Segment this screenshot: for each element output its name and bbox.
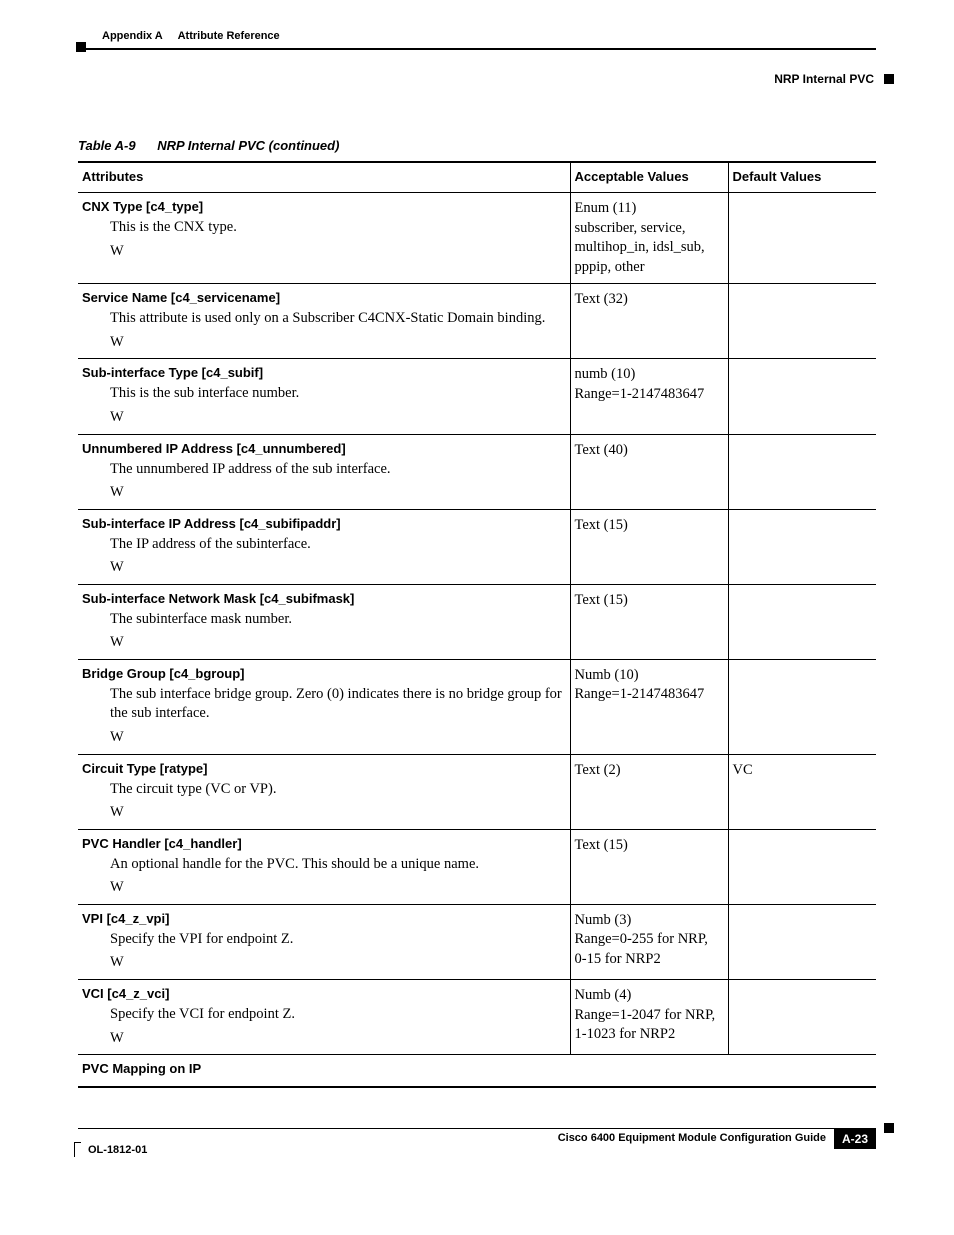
table-row: VPI [c4_z_vpi] Specify the VPI for endpoi… — [78, 904, 876, 979]
cell-attribute: CNX Type [c4_type] This is the CNX type. W — [78, 193, 570, 284]
cell-attribute: Bridge Group [c4_bgroup] The sub interfac… — [78, 659, 570, 754]
attr-title: VPI [c4_z_vpi] — [82, 911, 566, 926]
table-number: Table A-9 — [78, 138, 136, 153]
appendix-label: Appendix A — [102, 30, 163, 42]
cell-attribute: Service Name [c4_servicename] This attrib… — [78, 284, 570, 359]
table-row: Sub-interface Type [c4_subif] This is the… — [78, 359, 876, 434]
cell-attribute: PVC Mapping on IP — [78, 1055, 876, 1088]
footer-rule — [78, 1128, 876, 1129]
doc-title: Cisco 6400 Equipment Module Configuratio… — [147, 1132, 826, 1144]
col-attributes: Attributes — [78, 162, 570, 193]
attr-flag: W — [110, 728, 566, 748]
table-row: PVC Mapping on IP — [78, 1055, 876, 1088]
cell-attribute: Sub-interface Type [c4_subif] This is the… — [78, 359, 570, 434]
cell-attribute: Sub-interface Network Mask [c4_subifmask… — [78, 584, 570, 659]
cell-attribute: VCI [c4_z_vci] Specify the VCI for endpoi… — [78, 979, 570, 1054]
cell-values: Text (32) — [570, 284, 728, 359]
attr-flag: W — [110, 803, 566, 823]
attr-title: PVC Handler [c4_handler] — [82, 836, 566, 851]
attr-desc: The sub interface bridge group. Zero (0)… — [110, 685, 566, 724]
col-values: Acceptable Values — [570, 162, 728, 193]
attr-title: VCI [c4_z_vci] — [82, 986, 566, 1001]
cell-default — [728, 359, 876, 434]
attr-title: Bridge Group [c4_bgroup] — [82, 666, 566, 681]
cell-attribute: Circuit Type [ratype] The circuit type (V… — [78, 754, 570, 829]
attr-desc: The subinterface mask number. — [110, 610, 566, 630]
cell-default: VC — [728, 754, 876, 829]
attr-desc: The unnumbered IP address of the sub int… — [110, 460, 566, 480]
attr-flag: W — [110, 558, 566, 578]
attr-title: PVC Mapping on IP — [82, 1061, 872, 1076]
attr-title: Service Name [c4_servicename] — [82, 290, 566, 305]
table-row: PVC Handler [c4_handler] An optional hand… — [78, 829, 876, 904]
cell-values: Text (2) — [570, 754, 728, 829]
attr-desc: An optional handle for the PVC. This sho… — [110, 855, 566, 875]
table-row: Sub-interface IP Address [c4_subifipaddr… — [78, 509, 876, 584]
attr-desc: Specify the VCI for endpoint Z. — [110, 1005, 566, 1025]
attr-flag: W — [110, 953, 566, 973]
attr-title: Unnumbered IP Address [c4_unnumbered] — [82, 441, 566, 456]
cell-default — [728, 979, 876, 1054]
cell-values: Numb (4) Range=1-2047 for NRP, 1-1023 fo… — [570, 979, 728, 1054]
col-defaults: Default Values — [728, 162, 876, 193]
doc-id: OL-1812-01 — [78, 1144, 147, 1156]
page-footer: OL-1812-01 Cisco 6400 Equipment Module C… — [78, 1128, 876, 1149]
cell-values: Numb (3) Range=0-255 for NRP, 0-15 for N… — [570, 904, 728, 979]
cell-default — [728, 434, 876, 509]
cell-default — [728, 584, 876, 659]
cell-attribute: Sub-interface IP Address [c4_subifipaddr… — [78, 509, 570, 584]
header-left: Appendix A Attribute Reference — [102, 30, 280, 42]
attr-title: Sub-interface Type [c4_subif] — [82, 365, 566, 380]
attr-flag: W — [110, 878, 566, 898]
appendix-title: Attribute Reference — [178, 30, 280, 42]
attr-desc: This attribute is used only on a Subscri… — [110, 309, 566, 329]
cell-default — [728, 193, 876, 284]
cell-default — [728, 904, 876, 979]
attributes-table: Attributes Acceptable Values Default Val… — [78, 161, 876, 1088]
attr-desc: Specify the VPI for endpoint Z. — [110, 930, 566, 950]
attr-title: Circuit Type [ratype] — [82, 761, 566, 776]
attr-title: CNX Type [c4_type] — [82, 199, 566, 214]
table-row: Circuit Type [ratype] The circuit type (V… — [78, 754, 876, 829]
table-row: CNX Type [c4_type] This is the CNX type. W… — [78, 193, 876, 284]
attr-flag: W — [110, 242, 566, 262]
attr-flag: W — [110, 408, 566, 428]
table-row: VCI [c4_z_vci] Specify the VCI for endpoi… — [78, 979, 876, 1054]
cell-default — [728, 659, 876, 754]
table-header-row: Attributes Acceptable Values Default Val… — [78, 162, 876, 193]
page-number: A-23 — [834, 1129, 876, 1149]
table-row: Unnumbered IP Address [c4_unnumbered] The… — [78, 434, 876, 509]
attr-desc: This is the CNX type. — [110, 218, 566, 238]
cell-values: Text (15) — [570, 829, 728, 904]
attr-flag: W — [110, 1029, 566, 1049]
running-header: Appendix A Attribute Reference — [78, 30, 876, 48]
section-header: NRP Internal PVC — [78, 52, 876, 86]
cell-values: Enum (11) subscriber, service, multihop_… — [570, 193, 728, 284]
cell-values: Numb (10) Range=1-2147483647 — [570, 659, 728, 754]
table-caption: Table A-9 NRP Internal PVC (continued) — [78, 138, 876, 153]
cell-default — [728, 829, 876, 904]
table-row: Service Name [c4_servicename] This attrib… — [78, 284, 876, 359]
attr-flag: W — [110, 633, 566, 653]
cell-default — [728, 284, 876, 359]
table-title: NRP Internal PVC (continued) — [157, 138, 339, 153]
table-row: Bridge Group [c4_bgroup] The sub interfac… — [78, 659, 876, 754]
attr-desc: The circuit type (VC or VP). — [110, 780, 566, 800]
cell-values: Text (40) — [570, 434, 728, 509]
header-rule — [78, 48, 876, 50]
attr-flag: W — [110, 483, 566, 503]
cell-values: Text (15) — [570, 509, 728, 584]
cell-attribute: VPI [c4_z_vpi] Specify the VPI for endpoi… — [78, 904, 570, 979]
attr-desc: The IP address of the subinterface. — [110, 535, 566, 555]
cell-values: numb (10) Range=1-2147483647 — [570, 359, 728, 434]
attr-flag: W — [110, 333, 566, 353]
cell-attribute: PVC Handler [c4_handler] An optional hand… — [78, 829, 570, 904]
cell-values: Text (15) — [570, 584, 728, 659]
cell-attribute: Unnumbered IP Address [c4_unnumbered] The… — [78, 434, 570, 509]
attr-title: Sub-interface IP Address [c4_subifipaddr… — [82, 516, 566, 531]
attr-desc: This is the sub interface number. — [110, 384, 566, 404]
cell-default — [728, 509, 876, 584]
table-row: Sub-interface Network Mask [c4_subifmask… — [78, 584, 876, 659]
attr-title: Sub-interface Network Mask [c4_subifmask… — [82, 591, 566, 606]
